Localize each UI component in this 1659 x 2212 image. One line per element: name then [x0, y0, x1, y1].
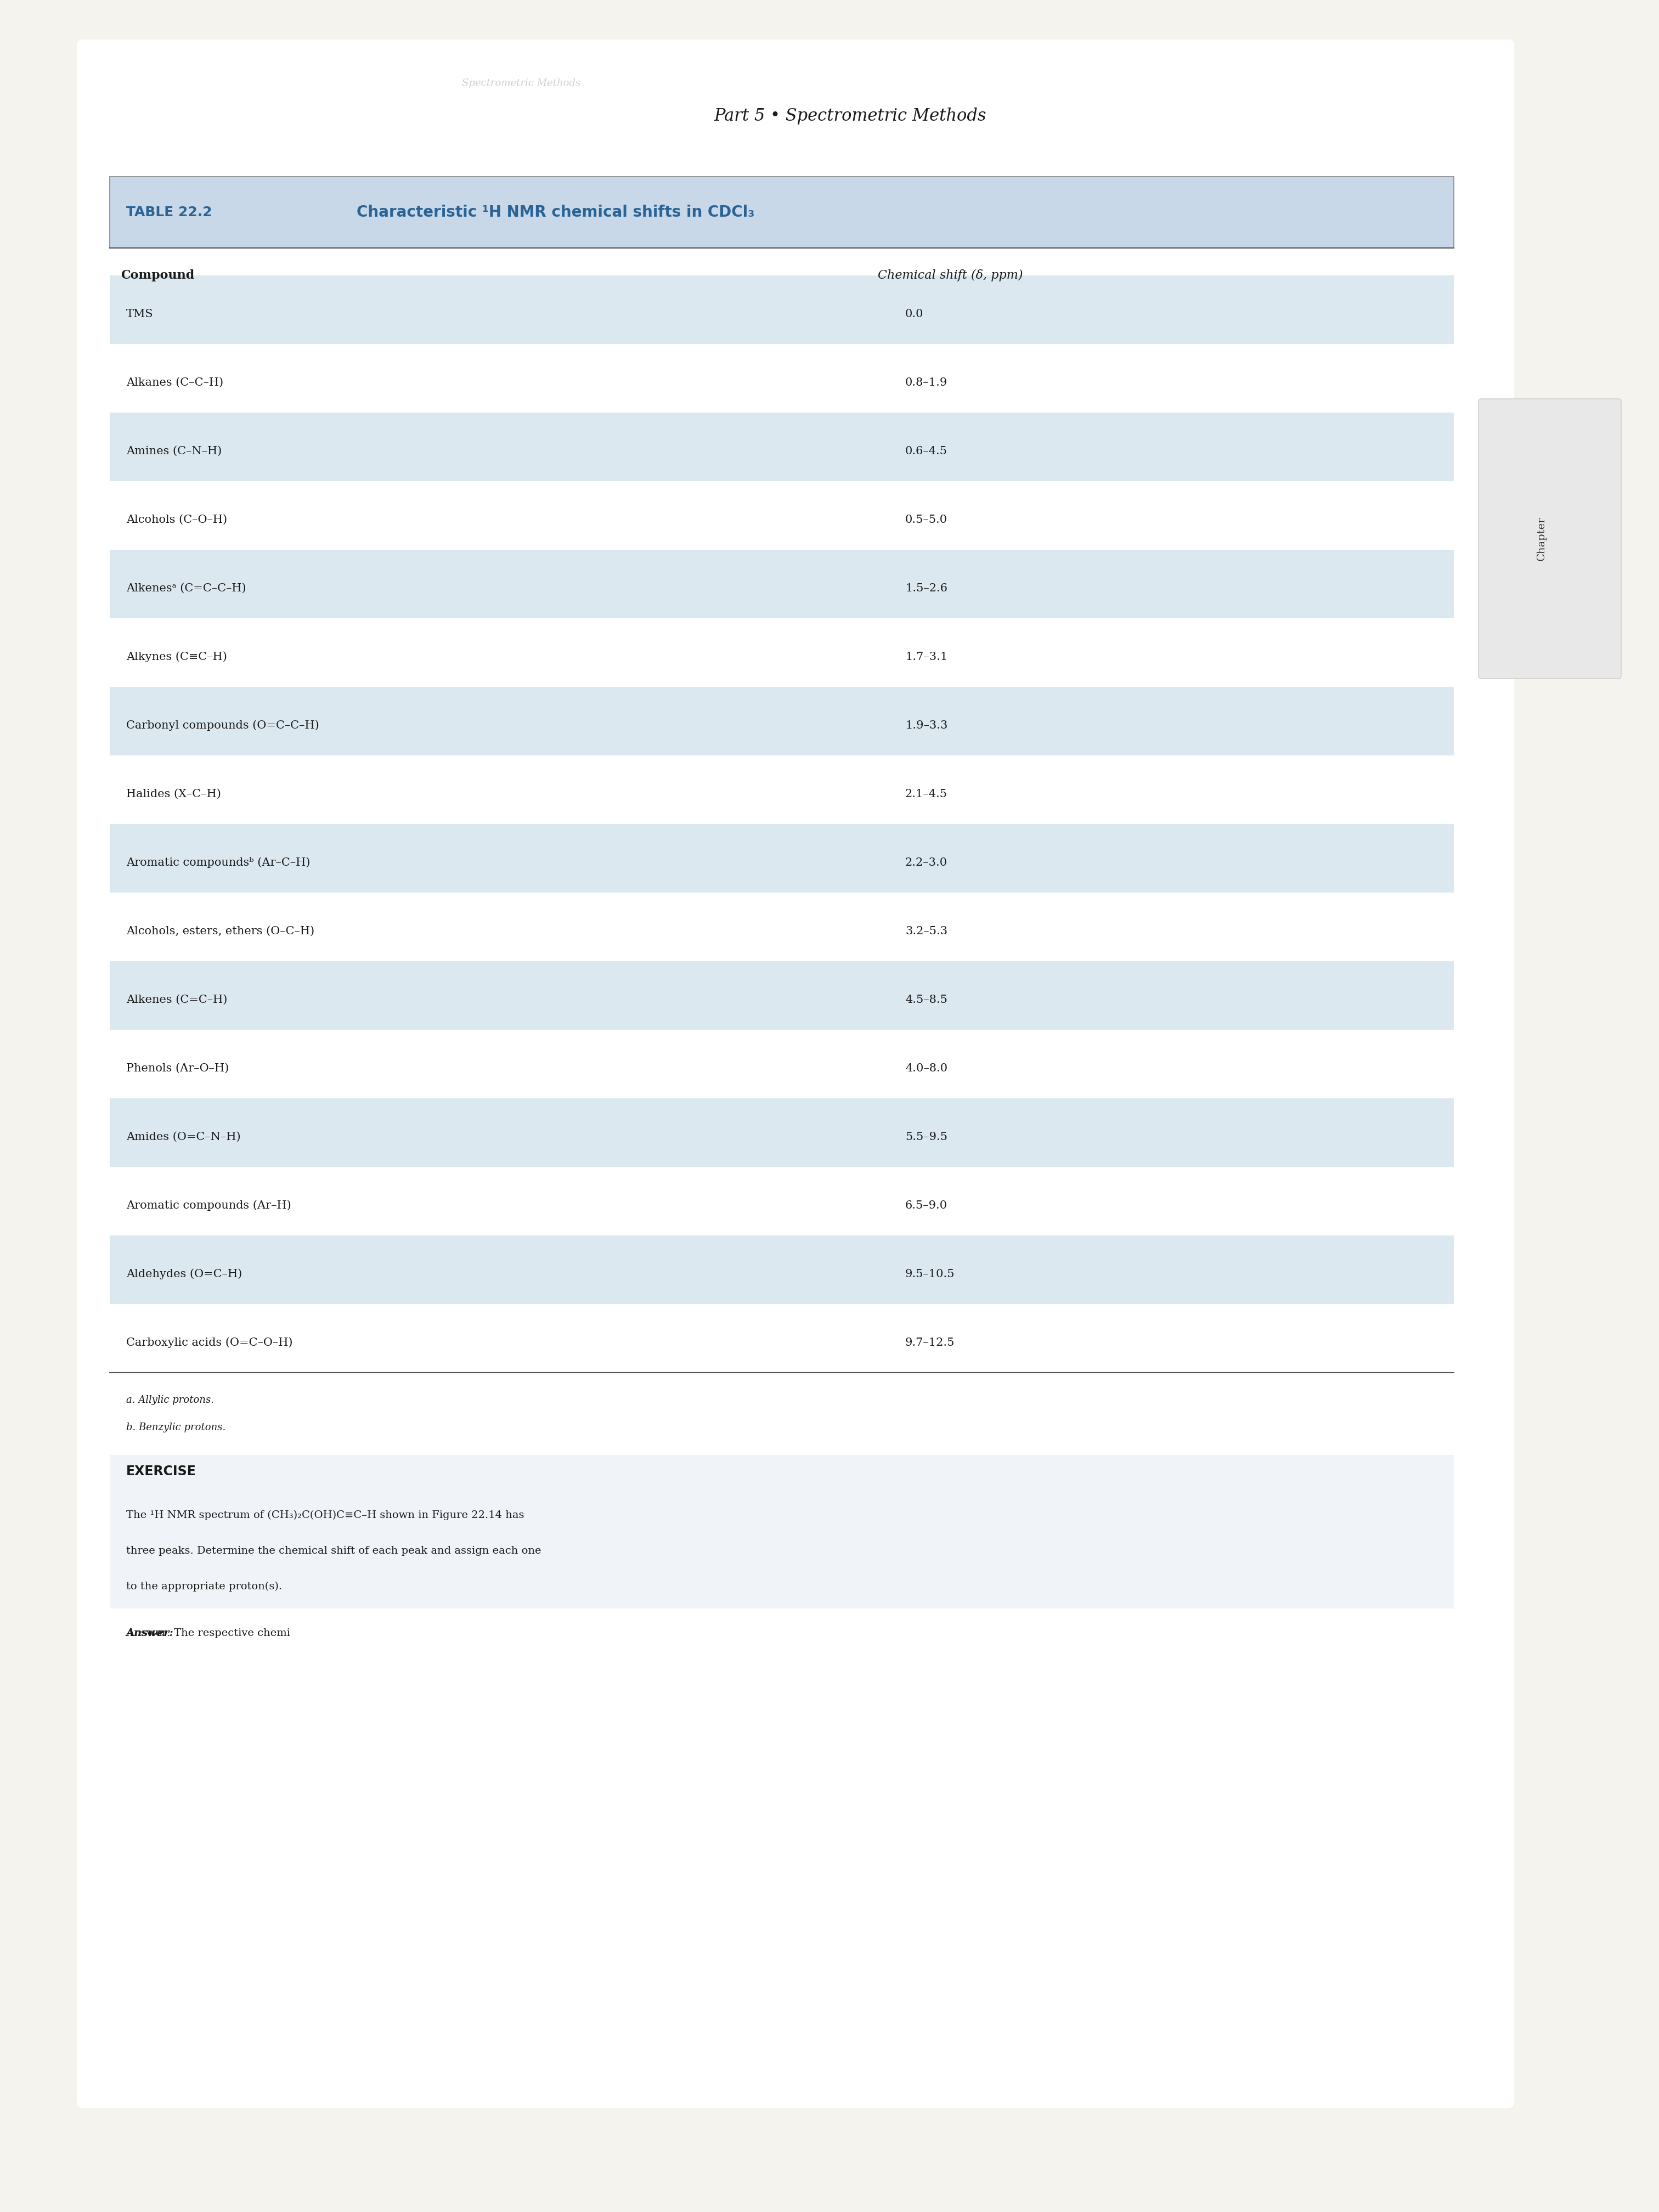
Text: 0.0: 0.0: [906, 310, 924, 319]
Text: 1.5–2.6: 1.5–2.6: [906, 584, 947, 593]
Text: to the appropriate proton(s).: to the appropriate proton(s).: [126, 1582, 282, 1593]
Text: Alkynes (C≡C–H): Alkynes (C≡C–H): [126, 650, 227, 661]
Text: 9.7–12.5: 9.7–12.5: [906, 1338, 956, 1347]
Text: 4.0–8.0: 4.0–8.0: [906, 1064, 947, 1073]
FancyBboxPatch shape: [109, 619, 1453, 688]
Text: 3.2–5.3: 3.2–5.3: [906, 927, 947, 936]
Text: 0.6–4.5: 0.6–4.5: [906, 447, 947, 456]
FancyBboxPatch shape: [109, 551, 1453, 619]
FancyBboxPatch shape: [109, 1455, 1453, 1608]
Text: 4.5–8.5: 4.5–8.5: [906, 995, 947, 1004]
Text: Compound: Compound: [121, 270, 194, 281]
Text: Alkenesᵃ (C=C–C–H): Alkenesᵃ (C=C–C–H): [126, 584, 246, 593]
Text: Aromatic compounds (Ar–H): Aromatic compounds (Ar–H): [126, 1199, 292, 1210]
Text: Alkenes (C=C–H): Alkenes (C=C–H): [126, 995, 227, 1004]
Text: TMS: TMS: [126, 310, 153, 319]
Text: Alcohols (C–O–H): Alcohols (C–O–H): [126, 515, 227, 524]
Text: 0.5–5.0: 0.5–5.0: [906, 515, 947, 524]
Text: Characteristic ¹H NMR chemical shifts in CDCl₃: Characteristic ¹H NMR chemical shifts in…: [357, 206, 755, 219]
Text: TABLE 22.2: TABLE 22.2: [126, 206, 212, 219]
FancyBboxPatch shape: [109, 345, 1453, 414]
FancyBboxPatch shape: [76, 40, 1515, 2108]
Text: three peaks. Determine the chemical shift of each peak and assign each one: three peaks. Determine the chemical shif…: [126, 1546, 541, 1555]
Text: Chapter: Chapter: [1536, 518, 1546, 562]
Text: The ¹H NMR spectrum of (CH₃)₂C(OH)C≡C–H shown in Figure 22.14 has: The ¹H NMR spectrum of (CH₃)₂C(OH)C≡C–H …: [126, 1511, 524, 1520]
FancyBboxPatch shape: [109, 177, 1453, 248]
Text: 1.7–3.1: 1.7–3.1: [906, 653, 947, 661]
Text: a. Allylic protons.: a. Allylic protons.: [126, 1396, 214, 1405]
FancyBboxPatch shape: [109, 276, 1453, 345]
Text: Halides (X–C–H): Halides (X–C–H): [126, 790, 221, 799]
Text: Amides (O=C–N–H): Amides (O=C–N–H): [126, 1133, 241, 1141]
FancyBboxPatch shape: [109, 962, 1453, 1031]
Text: 5.5–9.5: 5.5–9.5: [906, 1133, 947, 1141]
FancyBboxPatch shape: [109, 414, 1453, 482]
Text: Phenols (Ar–O–H): Phenols (Ar–O–H): [126, 1064, 229, 1073]
FancyBboxPatch shape: [109, 757, 1453, 825]
Text: EXERCISE: EXERCISE: [126, 1464, 196, 1478]
FancyBboxPatch shape: [109, 1168, 1453, 1237]
Text: b. Benzylic protons.: b. Benzylic protons.: [126, 1422, 226, 1433]
FancyBboxPatch shape: [109, 1031, 1453, 1099]
Text: Part 5 • Spectrometric Methods: Part 5 • Spectrometric Methods: [713, 108, 987, 124]
Text: 2.2–3.0: 2.2–3.0: [906, 858, 947, 867]
Text: Answer: The respective chemi: Answer: The respective chemi: [126, 1628, 290, 1639]
Text: Spectrometric Methods: Spectrometric Methods: [461, 77, 581, 88]
Text: Amines (C–N–H): Amines (C–N–H): [126, 447, 222, 456]
FancyBboxPatch shape: [109, 1237, 1453, 1305]
Text: 0.8–1.9: 0.8–1.9: [906, 378, 947, 387]
FancyBboxPatch shape: [109, 1305, 1453, 1374]
Text: Alcohols, esters, ethers (O–C–H): Alcohols, esters, ethers (O–C–H): [126, 927, 315, 936]
Text: Chemical shift (δ, ppm): Chemical shift (δ, ppm): [878, 270, 1024, 281]
FancyBboxPatch shape: [109, 688, 1453, 757]
Text: 2.1–4.5: 2.1–4.5: [906, 790, 947, 799]
Text: 1.9–3.3: 1.9–3.3: [906, 721, 947, 730]
Text: Carboxylic acids (O=C–O–H): Carboxylic acids (O=C–O–H): [126, 1336, 292, 1347]
Text: 9.5–10.5: 9.5–10.5: [906, 1270, 956, 1279]
Text: 6.5–9.0: 6.5–9.0: [906, 1201, 947, 1210]
Text: Answer:: Answer:: [126, 1628, 174, 1639]
Text: Aldehydes (O=C–H): Aldehydes (O=C–H): [126, 1267, 242, 1279]
FancyBboxPatch shape: [1478, 398, 1621, 679]
Text: Aromatic compoundsᵇ (Ar–C–H): Aromatic compoundsᵇ (Ar–C–H): [126, 856, 310, 867]
Text: Carbonyl compounds (O=C–C–H): Carbonyl compounds (O=C–C–H): [126, 719, 319, 730]
FancyBboxPatch shape: [109, 482, 1453, 551]
Text: Alkanes (C–C–H): Alkanes (C–C–H): [126, 378, 224, 387]
FancyBboxPatch shape: [109, 825, 1453, 894]
FancyBboxPatch shape: [109, 894, 1453, 962]
FancyBboxPatch shape: [109, 1099, 1453, 1168]
